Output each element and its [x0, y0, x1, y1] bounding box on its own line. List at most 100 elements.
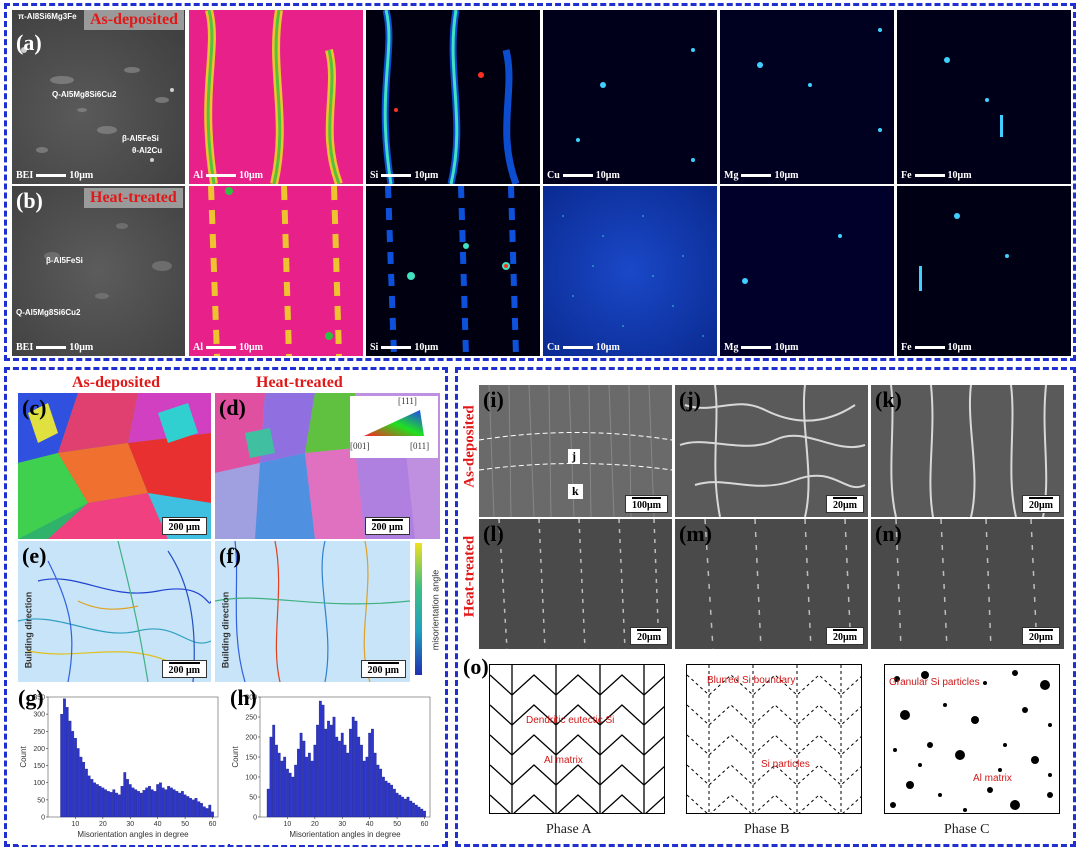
- element-label: BEI: [16, 342, 34, 353]
- al-map-texture: [204, 10, 343, 184]
- scale-value: 20μm: [833, 632, 857, 643]
- histogram-bar: [202, 806, 206, 818]
- misorientation-map-heat-treated: (f) Building direction 200 μm: [215, 541, 410, 682]
- scale-bar: Al 10μm: [193, 342, 263, 353]
- histogram-bar: [275, 744, 278, 818]
- histogram-bar: [178, 792, 181, 818]
- histogram-bar: [318, 700, 322, 818]
- histogram-bar: [307, 752, 311, 818]
- region-marker-j: j: [568, 449, 580, 464]
- panel-label-e: (e): [22, 543, 47, 568]
- scale-bar: Cu 10μm: [547, 342, 620, 353]
- sem-as-deposited-overview: (i) j k 100μm: [479, 385, 672, 517]
- panel-label-a: (a): [16, 30, 42, 55]
- scale-bar: 20μm: [1022, 495, 1060, 513]
- ebsd-title-heat-treated: Heat-treated: [256, 374, 343, 391]
- scale-value: 200 μm: [367, 665, 400, 676]
- histogram-bar: [403, 798, 407, 818]
- scale-bar: 200 μm: [364, 517, 410, 535]
- cu-map-heat-treated: Cu 10μm: [543, 186, 717, 356]
- x-tick-label: 40: [366, 821, 374, 828]
- ipf-color-legend: [111] [001] [011]: [350, 396, 438, 458]
- scale-bar: BEI 10μm: [16, 342, 93, 353]
- scale-value: 10μm: [239, 342, 263, 353]
- si-map-as-deposited: Si 10μm: [366, 10, 540, 184]
- scale-value: 10μm: [774, 170, 799, 181]
- histogram-bar: [167, 785, 171, 818]
- histogram-bar: [351, 716, 355, 818]
- histogram-bar: [74, 737, 77, 818]
- y-tick-label: 150: [245, 755, 257, 762]
- histogram-bar: [172, 789, 176, 818]
- histogram-bar: [123, 772, 127, 818]
- x-axis-label: Misorientation angles in degree: [289, 830, 401, 839]
- element-label: Al: [193, 170, 203, 181]
- panel-label-c: (c): [22, 395, 47, 420]
- panel-label-i: (i): [483, 387, 504, 412]
- schematic-phase-b: Blurred Si boundary Si particles: [686, 664, 862, 814]
- panel-label-o: (o): [463, 654, 489, 679]
- side-label-heat-treated: Heat-treated: [461, 535, 478, 618]
- panel-label-l: (l): [483, 521, 504, 546]
- histogram-bar: [145, 787, 149, 818]
- misorientation-colorbar: misorientation angle: [413, 541, 443, 682]
- panel-label-n: (n): [875, 521, 902, 546]
- histogram-bar: [153, 791, 157, 818]
- sem-heat-treated-m: (m) 20μm: [675, 519, 868, 649]
- histogram-bar: [373, 752, 377, 818]
- scale-bar: Si 10μm: [370, 170, 438, 181]
- histogram-bar: [197, 801, 201, 818]
- dendrite-drawing: [490, 665, 664, 813]
- annotation-si-particles: Si particles: [761, 759, 810, 770]
- histogram-bar: [398, 794, 402, 818]
- scale-bar: 20μm: [826, 495, 864, 513]
- scale-value: 10μm: [414, 170, 439, 181]
- y-tick-label: 50: [249, 795, 257, 802]
- histogram-bar: [137, 791, 140, 818]
- histogram-bar: [272, 724, 276, 818]
- sem-texture: [498, 519, 660, 649]
- y-tick-label: 300: [33, 712, 45, 719]
- histogram-bar: [60, 713, 64, 818]
- ipf-label-001: [001]: [350, 441, 370, 451]
- histogram-bar: [183, 794, 187, 818]
- histogram-bar: [112, 789, 116, 818]
- panel-label-h: (h): [230, 685, 257, 710]
- caption-phase-a: Phase A: [546, 822, 592, 837]
- y-tick-label: 200: [245, 735, 257, 742]
- histogram-bar: [170, 787, 173, 818]
- mg-map-texture: [757, 28, 882, 132]
- panel-label-d: (d): [219, 395, 246, 420]
- element-label: Si: [370, 170, 379, 181]
- heat-treated-badge: Heat-treated: [84, 188, 183, 208]
- annotation-granular-si: Granular Si particles: [889, 677, 980, 688]
- schematic-phase-a: Dendritic eutectic Si Al matrix: [489, 664, 665, 814]
- ebsd-ipf-heat-treated: (d) 200 μm: [215, 393, 440, 539]
- histogram-bar: [159, 782, 162, 818]
- building-direction-label: Building direction: [220, 591, 231, 669]
- scale-value: 20μm: [833, 500, 857, 511]
- scale-value: 10μm: [414, 342, 439, 353]
- histogram-svg: 10 20 30 40 50 60 0 50 100 150 200 250 300 350 Misorie…: [19, 695, 219, 839]
- scale-bar: 20μm: [630, 627, 668, 645]
- scale-bar: Mg 10μm: [724, 170, 798, 181]
- scale-bar: 200 μm: [161, 517, 207, 535]
- annotation-dendritic-si: Dendritic eutectic Si: [526, 715, 615, 726]
- histogram-bar: [139, 792, 143, 818]
- x-tick-label: 60: [421, 821, 429, 828]
- histogram-bar: [82, 761, 86, 818]
- si-map-texture: [381, 10, 520, 184]
- fe-map-texture: [944, 57, 1003, 137]
- mg-map-heat-treated: Mg 10μm: [720, 186, 894, 356]
- annotation-theta-phase: θ-Al2Cu: [132, 146, 163, 155]
- fe-map-texture: [919, 213, 1009, 291]
- panel-label-g: (g): [18, 685, 44, 710]
- histogram-as-deposited: 10 20 30 40 50 60 0 50 100 150 200 250 300 350 Misorie…: [18, 685, 228, 845]
- y-tick-label: 250: [33, 729, 45, 736]
- histogram-bar: [205, 808, 209, 818]
- histogram-bar: [115, 792, 118, 818]
- histogram-bar: [338, 740, 341, 818]
- scale-value: 10μm: [69, 170, 94, 181]
- mg-map-as-deposited: Mg 10μm: [720, 10, 894, 184]
- histogram-bar: [148, 785, 151, 818]
